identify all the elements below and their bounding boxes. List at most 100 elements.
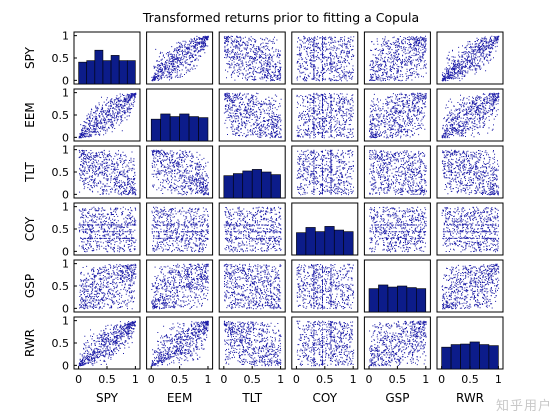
- scatter-points: [369, 206, 427, 253]
- panel-gsp-vs-tlt: [218, 259, 286, 313]
- histogram-bar: [198, 117, 209, 142]
- histogram-bar: [387, 286, 398, 313]
- y-tick-label: 1: [62, 30, 69, 43]
- panel-tlt-vs-gsp: [363, 145, 431, 199]
- scatter-dots: [79, 263, 137, 310]
- scatter-dots: [296, 149, 354, 196]
- y-axis-label: RWR: [23, 329, 37, 357]
- panel-tlt-vs-rwr: [436, 145, 504, 199]
- scatter-dots: [369, 206, 427, 253]
- panel-gsp-vs-eem: [146, 259, 214, 313]
- scatter-points: [441, 35, 500, 82]
- x-axis-label: EEM: [167, 391, 193, 405]
- x-tick-label: 0.5: [316, 373, 334, 386]
- histogram-bar: [179, 113, 190, 142]
- y-axis-label: COY: [23, 216, 37, 241]
- scatter-dots: [296, 320, 355, 367]
- scatter-dots: [78, 92, 137, 139]
- histogram-bar: [169, 116, 180, 142]
- scatter-dots: [369, 92, 427, 139]
- x-axis-label: TLT: [241, 391, 262, 405]
- histogram-bar: [479, 344, 490, 370]
- scatter-dots: [151, 35, 209, 82]
- scatter-dots: [78, 149, 137, 196]
- panel-tlt-vs-tlt: [218, 145, 286, 199]
- histogram-bar: [110, 55, 120, 85]
- scatter-points: [296, 149, 354, 196]
- histogram-bar: [296, 232, 307, 256]
- histogram-bar: [242, 170, 253, 199]
- histogram-bar: [188, 116, 199, 142]
- scatter-points: [296, 320, 355, 367]
- histogram-bar: [102, 60, 112, 85]
- histogram-bar: [397, 285, 408, 313]
- histogram-bar: [150, 118, 161, 142]
- histogram-bar: [441, 346, 452, 370]
- histogram-bar: [324, 226, 335, 256]
- scatter-dots: [296, 263, 355, 310]
- scatter-dots: [223, 92, 282, 139]
- histogram-bar: [305, 227, 316, 256]
- x-tick-label: 0.5: [98, 373, 116, 386]
- panel-coy-vs-eem: [146, 202, 214, 256]
- panel-rwr-vs-eem: 0 0.5 1 EEM: [146, 316, 214, 405]
- scatter-points: [223, 206, 282, 253]
- histogram-bar: [406, 287, 417, 313]
- scatter-points: [78, 92, 137, 139]
- scatter-dots: [369, 35, 427, 82]
- scatter-dots: [151, 149, 209, 196]
- panel-eem-vs-rwr: [436, 88, 504, 142]
- panel-spy-vs-eem: [146, 31, 214, 85]
- x-tick-label: 1: [204, 373, 211, 386]
- scatter-points: [79, 263, 137, 310]
- scatter-points: [441, 206, 500, 253]
- panel-grid: 0 0.5 1 SPY 0 0.5 1 EEM 0 0.5 1 TLT 0 0.5 1 COY 0 0.5 1 GSP…: [23, 30, 504, 405]
- panel-frame: [363, 88, 431, 142]
- scatter-dots: [223, 206, 282, 253]
- x-axis-label: COY: [313, 391, 338, 405]
- y-axis-label: GSP: [23, 274, 37, 298]
- x-axis-label: GSP: [385, 391, 409, 405]
- x-tick-label: 1: [132, 373, 139, 386]
- y-tick-label: 0.5: [52, 337, 70, 350]
- panel-gsp-vs-gsp: [363, 259, 431, 313]
- histogram-bar: [261, 171, 272, 199]
- histogram-bar: [343, 231, 354, 256]
- histogram-bar: [232, 173, 244, 199]
- panel-coy-vs-coy: [291, 202, 359, 256]
- x-tick-label: 0.5: [243, 373, 261, 386]
- y-axis-label: SPY: [23, 46, 37, 69]
- y-tick-label: 0: [62, 74, 69, 87]
- histogram-bar: [315, 231, 326, 256]
- x-tick-label: 1: [277, 373, 284, 386]
- scatter-dots: [151, 206, 209, 253]
- scatter-dots: [296, 35, 355, 82]
- scatter-points: [151, 35, 209, 82]
- histogram-bar: [416, 288, 427, 313]
- x-tick-label: 0: [293, 373, 300, 386]
- scatter-dots: [223, 320, 282, 367]
- panel-rwr-vs-rwr: 0 0.5 1 RWR: [436, 316, 504, 405]
- x-tick-label: 1: [422, 373, 429, 386]
- x-tick-label: 0: [438, 373, 445, 386]
- histogram-bar: [94, 49, 104, 85]
- scatter-points: [223, 320, 282, 367]
- scatter-dots: [369, 320, 427, 367]
- panel-spy-vs-gsp: [363, 31, 431, 85]
- x-tick-label: 0.5: [389, 373, 407, 386]
- y-tick-label: 0.5: [52, 109, 70, 122]
- panel-tlt-vs-eem: [146, 145, 214, 199]
- histogram-bar: [251, 169, 262, 199]
- panel-eem-vs-spy: 0 0.5 1 EEM: [23, 87, 141, 144]
- scatter-points: [78, 320, 136, 367]
- y-tick-label: 1: [62, 144, 69, 157]
- panel-coy-vs-spy: 0 0.5 1 COY: [23, 201, 141, 258]
- scatter-points: [441, 92, 500, 139]
- panel-rwr-vs-spy: 0 0.5 1 RWR 0 0.5 1 SPY: [23, 315, 141, 405]
- histogram-bar: [270, 174, 281, 199]
- panel-gsp-vs-rwr: [436, 259, 504, 313]
- x-tick-label: 1: [350, 373, 357, 386]
- scatter-dots: [78, 320, 136, 367]
- x-axis-label: RWR: [456, 391, 484, 405]
